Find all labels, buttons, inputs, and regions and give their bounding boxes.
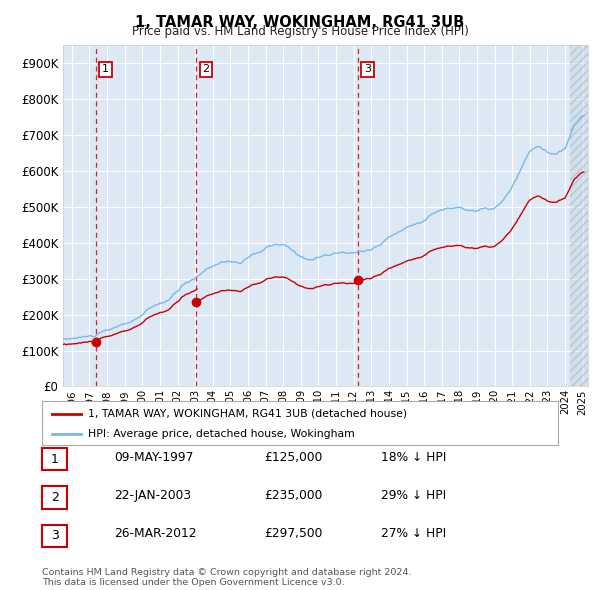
- Bar: [571, 45, 588, 386]
- Text: 26-MAR-2012: 26-MAR-2012: [114, 527, 197, 540]
- Text: Price paid vs. HM Land Registry's House Price Index (HPI): Price paid vs. HM Land Registry's House …: [131, 25, 469, 38]
- Text: 3: 3: [364, 64, 371, 74]
- Text: HPI: Average price, detached house, Wokingham: HPI: Average price, detached house, Woki…: [88, 430, 355, 440]
- Text: 22-JAN-2003: 22-JAN-2003: [114, 489, 191, 502]
- Text: £235,000: £235,000: [264, 489, 322, 502]
- Text: 3: 3: [50, 529, 59, 542]
- Text: 29% ↓ HPI: 29% ↓ HPI: [381, 489, 446, 502]
- Text: 18% ↓ HPI: 18% ↓ HPI: [381, 451, 446, 464]
- Text: 1: 1: [102, 64, 109, 74]
- Text: 2: 2: [50, 491, 59, 504]
- Text: 1: 1: [50, 453, 59, 466]
- Text: £297,500: £297,500: [264, 527, 322, 540]
- Text: Contains HM Land Registry data © Crown copyright and database right 2024.
This d: Contains HM Land Registry data © Crown c…: [42, 568, 412, 587]
- Text: 09-MAY-1997: 09-MAY-1997: [114, 451, 193, 464]
- Text: 1, TAMAR WAY, WOKINGHAM, RG41 3UB (detached house): 1, TAMAR WAY, WOKINGHAM, RG41 3UB (detac…: [88, 409, 407, 418]
- Text: £125,000: £125,000: [264, 451, 322, 464]
- Text: 2: 2: [202, 64, 209, 74]
- Text: 27% ↓ HPI: 27% ↓ HPI: [381, 527, 446, 540]
- Text: 1, TAMAR WAY, WOKINGHAM, RG41 3UB: 1, TAMAR WAY, WOKINGHAM, RG41 3UB: [136, 15, 464, 30]
